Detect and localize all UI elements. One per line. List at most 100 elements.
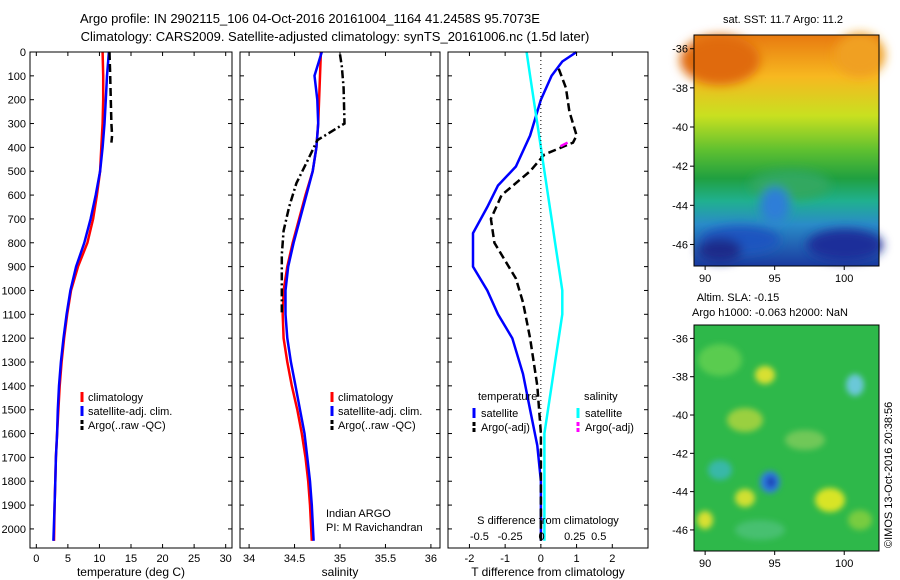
map-y-tick-label: -40 xyxy=(672,410,688,422)
y-tick-label: 800 xyxy=(8,238,26,250)
legend-label: satellite xyxy=(481,408,518,420)
y-tick-label: 600 xyxy=(8,190,26,202)
x-tick-label: 0 xyxy=(33,553,39,565)
sla-map-image xyxy=(694,325,879,551)
y-tick-label: 400 xyxy=(8,142,26,154)
series-line-salinity-argo-adj- xyxy=(559,141,569,148)
sst-map-panel: sat. SST: 11.7 Argo: 11.2 90 95 100 -36 -38 -… xyxy=(672,14,885,285)
y-tick-label: 1600 xyxy=(2,429,26,441)
y-tick-label: 1500 xyxy=(2,405,26,417)
sla-map-panel: Altim. SLA: -0.15 Argo h1000: -0.063 h20… xyxy=(672,292,880,570)
y-tick-label: 700 xyxy=(8,214,26,226)
x-tick-label: 35 xyxy=(334,553,346,565)
map-y-tick-label: -44 xyxy=(672,200,688,212)
legend-label: Argo(-adj) xyxy=(481,422,530,434)
x-tick-label: 34.5 xyxy=(284,553,305,565)
y-tick-label: 900 xyxy=(8,262,26,274)
y-tick-label: 100 xyxy=(8,71,26,83)
map-y-tick-label: -38 xyxy=(672,372,688,384)
secondary-x-tick-label: 0.5 xyxy=(591,531,606,543)
temperature-panel: 0100200300400500600700800900100011001200… xyxy=(2,47,233,579)
secondary-x-axis-label: S difference from climatology xyxy=(477,515,619,527)
y-tick-label: 0 xyxy=(20,47,26,59)
x-tick-label: 34 xyxy=(243,553,255,565)
y-tick-label: 1900 xyxy=(2,500,26,512)
map-y-tick-label: -44 xyxy=(672,487,688,499)
x-tick-label: -2 xyxy=(465,553,475,565)
map-y-tick-label: -46 xyxy=(672,239,688,251)
legend-label: satellite-adj. clim. xyxy=(338,406,422,418)
sla-map-title-line1: Altim. SLA: -0.15 xyxy=(697,292,780,304)
legend-label: climatology xyxy=(338,392,394,404)
map-x-tick-label: 100 xyxy=(835,273,853,285)
plot-frame xyxy=(447,51,649,549)
x-tick-label: 2 xyxy=(609,553,615,565)
plot-frame xyxy=(239,51,441,549)
map-x-tick-label: 95 xyxy=(769,558,781,570)
figure-title-line2: Climatology: CARS2009. Satellite-adjuste… xyxy=(81,29,590,44)
y-tick-label: 500 xyxy=(8,166,26,178)
x-tick-label: 15 xyxy=(125,553,137,565)
legend-label: climatology xyxy=(88,392,144,404)
series-line-satellite-adj-clim- xyxy=(284,51,323,541)
salinity-panel: 34 34.5 35 35.5 36 salinity climatology satelli… xyxy=(239,51,441,579)
map-y-tick-label: -36 xyxy=(672,333,688,345)
secondary-x-tick-label: -0.5 xyxy=(470,531,489,543)
series-line-satellite-adj-clim- xyxy=(52,51,111,541)
map-y-tick-label: -46 xyxy=(672,525,688,537)
x-tick-label: 35.5 xyxy=(375,553,396,565)
x-tick-label: 10 xyxy=(93,553,105,565)
map-x-tick-label: 90 xyxy=(699,273,711,285)
x-tick-label: 25 xyxy=(188,553,200,565)
map-y-tick-label: -42 xyxy=(672,161,688,173)
map-x-tick-label: 95 xyxy=(769,273,781,285)
sla-map-axes: 90 95 100 -36 -38 -40 -42 -44 -46 xyxy=(672,333,853,570)
credit-text: ©IMOS 13-Oct-2016 20:38:56 xyxy=(883,402,895,548)
legend-title-salinity: salinity xyxy=(584,391,618,403)
x-tick-label: 20 xyxy=(156,553,168,565)
legend-label: Argo(..raw -QC) xyxy=(88,420,166,432)
legend-label: Argo(-adj) xyxy=(585,422,634,434)
sst-map-axes: 90 95 100 -36 -38 -40 -42 -44 -46 xyxy=(672,44,853,285)
map-y-tick-label: -42 xyxy=(672,448,688,460)
x-tick-label: -1 xyxy=(500,553,510,565)
legend-label: satellite xyxy=(585,408,622,420)
x-tick-label: 5 xyxy=(65,553,71,565)
sst-map-image xyxy=(680,33,885,266)
series-line-climatology xyxy=(281,51,323,541)
legend-label: Argo(..raw -QC) xyxy=(338,420,416,432)
y-tick-label: 1300 xyxy=(2,357,26,369)
y-tick-label: 300 xyxy=(8,119,26,131)
y-tick-label: 1200 xyxy=(2,333,26,345)
series-line-argo-raw-qc- xyxy=(108,51,114,143)
map-y-tick-label: -38 xyxy=(672,83,688,95)
series-line-salinity-satellite xyxy=(525,51,564,541)
sst-map-title: sat. SST: 11.7 Argo: 11.2 xyxy=(723,14,843,26)
series-line-argo-raw-qc- xyxy=(280,54,346,315)
map-x-tick-label: 100 xyxy=(835,558,853,570)
y-tick-label: 2000 xyxy=(2,524,26,536)
map-x-tick-label: 90 xyxy=(699,558,711,570)
x-tick-label: 36 xyxy=(425,553,437,565)
secondary-x-tick-label: -0.25 xyxy=(498,531,523,543)
y-tick-label: 1400 xyxy=(2,381,26,393)
legend-label: satellite-adj. clim. xyxy=(88,406,172,418)
x-tick-label: 1 xyxy=(574,553,580,565)
x-tick-label: 30 xyxy=(220,553,232,565)
difference-panel: -2 -1 0 1 2T difference from climatology temp… xyxy=(447,50,649,579)
sla-map-title-line2: Argo h1000: -0.063 h2000: NaN xyxy=(692,307,848,319)
plot-frame xyxy=(29,51,233,549)
x-axis-label: T difference from climatology xyxy=(471,565,625,579)
y-tick-label: 1100 xyxy=(2,309,26,321)
figure-title-line1: Argo profile: IN 2902115_106 04-Oct-2016… xyxy=(80,11,540,26)
secondary-x-tick-label: 0 xyxy=(539,531,545,543)
secondary-x-tick-label: 0.25 xyxy=(564,531,585,543)
series-line-climatology xyxy=(52,51,105,541)
map-y-tick-label: -36 xyxy=(672,44,688,56)
y-tick-label: 200 xyxy=(8,95,26,107)
annotation-text: PI: M Ravichandran xyxy=(326,522,423,534)
x-tick-label: 0 xyxy=(538,553,544,565)
x-axis-label: salinity xyxy=(322,565,359,579)
y-tick-label: 1800 xyxy=(2,476,26,488)
x-axis-label: temperature (deg C) xyxy=(77,565,185,579)
